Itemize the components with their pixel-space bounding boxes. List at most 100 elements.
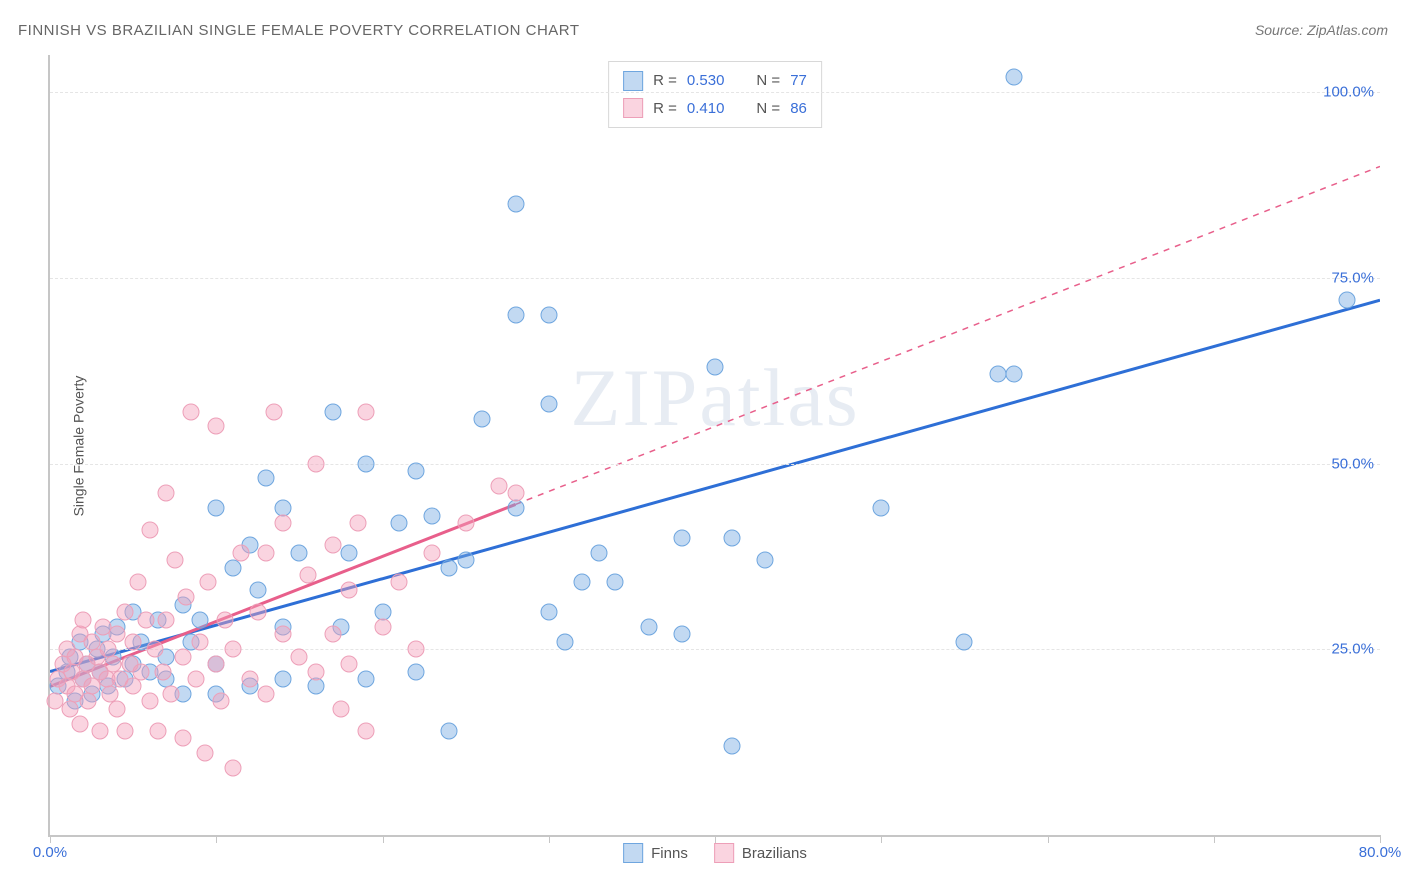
data-point-finns: [191, 611, 208, 628]
data-point-brazilians: [133, 663, 150, 680]
data-point-brazilians: [233, 544, 250, 561]
data-point-finns: [1006, 69, 1023, 86]
data-point-brazilians: [80, 693, 97, 710]
data-point-brazilians: [116, 723, 133, 740]
n-value-brazilians: 86: [790, 96, 807, 122]
data-point-brazilians: [308, 455, 325, 472]
data-point-finns: [357, 671, 374, 688]
plot-area: ZIPatlas R =0.530N =77R =0.410N =86 Finn…: [48, 55, 1380, 837]
data-point-brazilians: [155, 663, 172, 680]
gridline-horizontal: [50, 278, 1380, 279]
data-point-brazilians: [241, 671, 258, 688]
data-point-brazilians: [457, 515, 474, 532]
data-point-finns: [474, 411, 491, 428]
data-point-brazilians: [324, 537, 341, 554]
data-point-finns: [707, 359, 724, 376]
data-point-brazilians: [341, 656, 358, 673]
data-point-finns: [640, 619, 657, 636]
data-point-finns: [357, 455, 374, 472]
x-tick-mark: [1214, 835, 1215, 843]
data-point-brazilians: [208, 418, 225, 435]
data-point-brazilians: [125, 633, 142, 650]
legend-bottom-item-finns: Finns: [623, 843, 688, 863]
data-point-brazilians: [274, 626, 291, 643]
data-point-brazilians: [175, 730, 192, 747]
data-point-finns: [540, 604, 557, 621]
data-point-brazilians: [258, 685, 275, 702]
data-point-brazilians: [224, 760, 241, 777]
gridline-horizontal: [50, 464, 1380, 465]
data-point-brazilians: [146, 641, 163, 658]
data-point-brazilians: [130, 574, 147, 591]
data-point-finns: [590, 544, 607, 561]
x-tick-mark: [715, 835, 716, 843]
r-value-finns: 0.530: [687, 68, 725, 94]
data-point-finns: [1338, 292, 1355, 309]
data-point-finns: [441, 559, 458, 576]
data-point-brazilians: [391, 574, 408, 591]
data-point-brazilians: [216, 611, 233, 628]
data-point-finns: [574, 574, 591, 591]
swatch-finns: [623, 843, 643, 863]
r-value-brazilians: 0.410: [687, 96, 725, 122]
data-point-brazilians: [507, 485, 524, 502]
data-point-finns: [391, 515, 408, 532]
data-point-brazilians: [213, 693, 230, 710]
x-tick-mark: [1380, 835, 1381, 843]
x-tick-label: 0.0%: [33, 844, 67, 861]
y-tick-label: 50.0%: [1331, 455, 1374, 472]
series-legend: Finns Brazilians: [623, 843, 807, 863]
data-point-brazilians: [196, 745, 213, 762]
gridline-horizontal: [50, 649, 1380, 650]
data-point-finns: [607, 574, 624, 591]
data-point-brazilians: [71, 715, 88, 732]
data-point-finns: [557, 633, 574, 650]
swatch-finns: [623, 71, 643, 91]
y-tick-label: 100.0%: [1323, 84, 1374, 101]
data-point-brazilians: [308, 663, 325, 680]
data-point-brazilians: [324, 626, 341, 643]
data-point-brazilians: [490, 477, 507, 494]
data-point-brazilians: [178, 589, 195, 606]
data-point-finns: [208, 500, 225, 517]
data-point-finns: [1006, 366, 1023, 383]
x-tick-mark: [881, 835, 882, 843]
legend-bottom-item-brazilians: Brazilians: [714, 843, 807, 863]
data-point-brazilians: [166, 552, 183, 569]
data-point-finns: [249, 581, 266, 598]
data-point-finns: [457, 552, 474, 569]
data-point-finns: [407, 463, 424, 480]
data-point-finns: [308, 678, 325, 695]
data-point-finns: [324, 403, 341, 420]
data-point-finns: [540, 396, 557, 413]
data-point-brazilians: [116, 604, 133, 621]
data-point-brazilians: [91, 723, 108, 740]
chart-title: FINNISH VS BRAZILIAN SINGLE FEMALE POVER…: [18, 22, 580, 39]
data-point-brazilians: [163, 685, 180, 702]
data-point-brazilians: [125, 678, 142, 695]
data-point-brazilians: [374, 619, 391, 636]
data-point-brazilians: [357, 723, 374, 740]
data-point-finns: [441, 723, 458, 740]
data-point-brazilians: [258, 544, 275, 561]
data-point-finns: [407, 663, 424, 680]
data-point-finns: [673, 529, 690, 546]
data-point-finns: [673, 626, 690, 643]
data-point-brazilians: [191, 633, 208, 650]
legend-top-row-finns: R =0.530N =77: [623, 68, 807, 94]
swatch-brazilians: [623, 98, 643, 118]
data-point-brazilians: [158, 485, 175, 502]
data-point-finns: [507, 500, 524, 517]
x-tick-mark: [549, 835, 550, 843]
x-tick-mark: [1048, 835, 1049, 843]
data-point-brazilians: [150, 723, 167, 740]
data-point-finns: [956, 633, 973, 650]
y-tick-label: 75.0%: [1331, 269, 1374, 286]
data-point-brazilians: [274, 515, 291, 532]
data-point-brazilians: [266, 403, 283, 420]
data-point-brazilians: [158, 611, 175, 628]
data-point-brazilians: [299, 567, 316, 584]
data-point-finns: [723, 529, 740, 546]
r-label: R =: [653, 68, 677, 94]
data-point-finns: [756, 552, 773, 569]
